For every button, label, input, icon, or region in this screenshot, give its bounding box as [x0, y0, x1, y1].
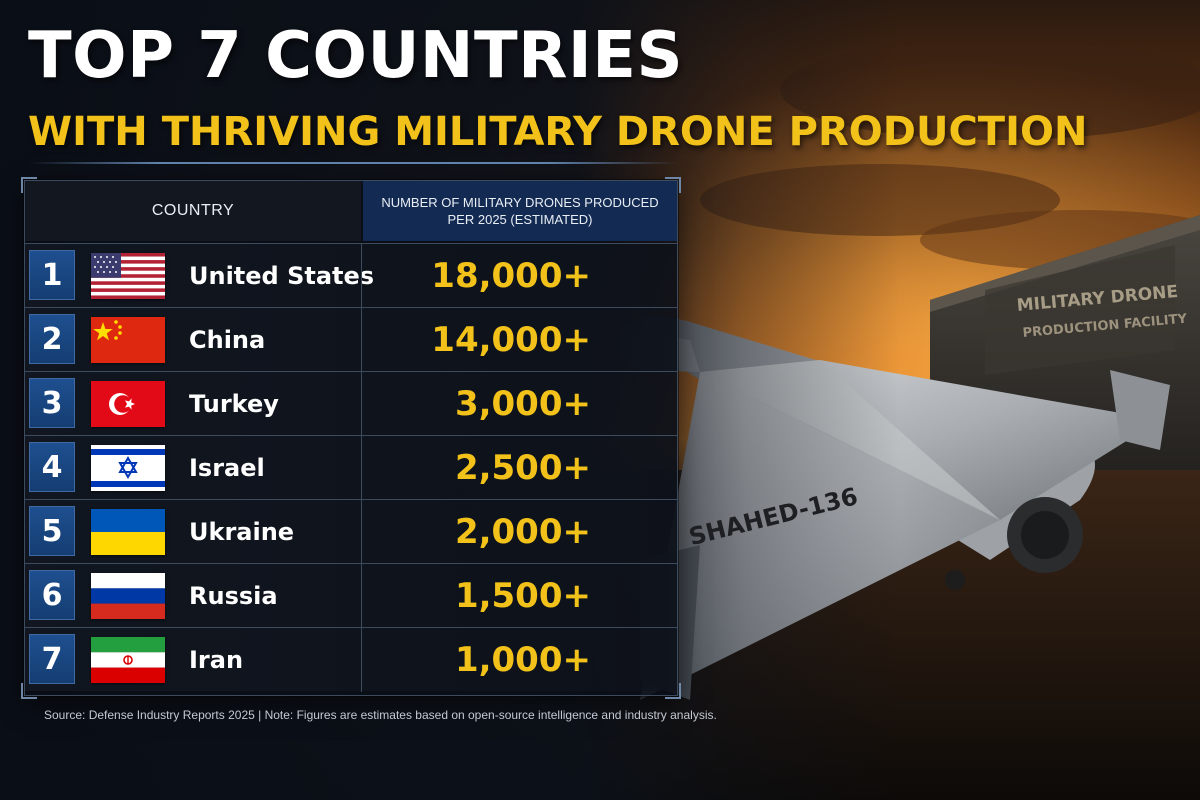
- flag-ua-icon: [91, 509, 165, 555]
- flag-tr-icon: [91, 381, 165, 427]
- country-name: Iran: [189, 646, 244, 674]
- frame-corner: [21, 177, 37, 193]
- column-divider: [361, 308, 362, 372]
- table-row: 3 Turkey 3,000+: [25, 371, 677, 436]
- column-divider: [361, 564, 362, 628]
- header-count-text: NUMBER OF MILITARY DRONES PRODUCED PER 20…: [381, 194, 658, 228]
- rank-badge: 2: [29, 314, 75, 364]
- rank-badge: 4: [29, 442, 75, 492]
- column-divider: [361, 628, 362, 692]
- rank-badge: 5: [29, 506, 75, 556]
- title-line-2: WITH THRIVING MILITARY DRONE PRODUCTION: [28, 109, 1088, 155]
- table-body: 1 United States 18,000+ 2: [25, 243, 677, 692]
- flag-cn-icon: [91, 317, 165, 363]
- table-row: 5 Ukraine 2,000+: [25, 499, 677, 564]
- table-row: 2 China 14,000+: [25, 307, 677, 372]
- drone-count: 3,000+: [454, 384, 591, 424]
- country-name: Russia: [189, 582, 278, 610]
- country-name: China: [189, 326, 266, 354]
- header-drone-count: NUMBER OF MILITARY DRONES PRODUCED PER 20…: [363, 181, 677, 241]
- frame-corner: [21, 683, 37, 699]
- column-divider: [361, 244, 362, 308]
- ranking-table: COUNTRY NUMBER OF MILITARY DRONES PRODUC…: [21, 177, 681, 699]
- country-name: Israel: [189, 454, 265, 482]
- rank-badge: 1: [29, 250, 75, 300]
- header-count-line-1: NUMBER OF MILITARY DRONES PRODUCED: [381, 195, 659, 210]
- header-count-line-2: PER 2025 (ESTIMATED): [447, 212, 593, 227]
- header-country: COUNTRY: [25, 181, 361, 241]
- column-divider: [361, 436, 362, 500]
- drone-count: 18,000+: [431, 256, 591, 296]
- table-row: 4 Israel 2,500+: [25, 435, 677, 500]
- rank-badge: 7: [29, 634, 75, 684]
- rank-badge: 6: [29, 570, 75, 620]
- drone-count: 14,000+: [431, 320, 591, 360]
- drone-count: 1,000+: [454, 640, 591, 680]
- column-divider: [361, 500, 362, 564]
- flag-ru-icon: [91, 573, 165, 619]
- flag-ir-icon: [91, 637, 165, 683]
- table-header: COUNTRY NUMBER OF MILITARY DRONES PRODUC…: [25, 181, 677, 241]
- drone-count: 2,500+: [454, 448, 591, 488]
- country-name: Turkey: [189, 390, 279, 418]
- source-note: Source: Defense Industry Reports 2025 | …: [44, 708, 717, 722]
- table-row: 7 Iran 1,000+: [25, 627, 677, 692]
- rank-badge: 3: [29, 378, 75, 428]
- title-divider: [28, 162, 678, 164]
- column-divider: [361, 372, 362, 436]
- title-line-1: TOP 7 COUNTRIES: [28, 19, 684, 93]
- frame-corner: [665, 683, 681, 699]
- flag-il-icon: [91, 445, 165, 491]
- table-row: 1 United States 18,000+: [25, 243, 677, 308]
- flag-us-icon: [91, 253, 165, 299]
- country-name: Ukraine: [189, 518, 295, 546]
- drone-count: 2,000+: [454, 512, 591, 552]
- drone-count: 1,500+: [454, 576, 591, 616]
- country-name: United States: [189, 262, 375, 290]
- table-row: 6 Russia 1,500+: [25, 563, 677, 628]
- frame-corner: [665, 177, 681, 193]
